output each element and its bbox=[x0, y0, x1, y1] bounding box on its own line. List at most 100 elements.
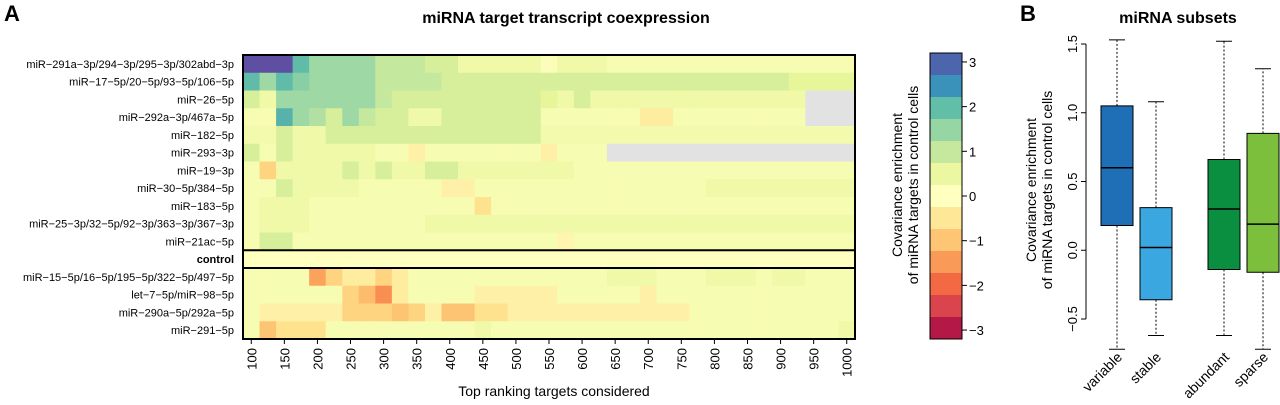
heatmap-cell bbox=[507, 179, 525, 198]
heatmap-cell bbox=[540, 250, 558, 269]
heatmap-cell bbox=[755, 214, 773, 234]
heatmap-cell bbox=[656, 232, 674, 251]
heatmap-cell bbox=[739, 232, 757, 251]
heatmap-cell bbox=[722, 126, 740, 145]
y-tick-label: 1.5 bbox=[1065, 35, 1080, 53]
heatmap-cell bbox=[358, 143, 376, 163]
heatmap-cell bbox=[276, 303, 294, 322]
heatmap-cell bbox=[739, 197, 757, 216]
heatmap-cell bbox=[689, 250, 707, 269]
heatmap-cell bbox=[391, 303, 409, 322]
heatmap-cell bbox=[639, 214, 658, 234]
heatmap-cell bbox=[309, 268, 327, 287]
heatmap-cell bbox=[573, 250, 591, 269]
heatmap-cell bbox=[292, 126, 310, 145]
heatmap-cell bbox=[243, 285, 261, 305]
colorbar-swatch bbox=[930, 75, 962, 98]
heatmap-cell bbox=[788, 143, 806, 163]
heatmap-cell bbox=[755, 161, 773, 180]
row-label: miR−21ac−5p bbox=[166, 236, 235, 248]
heatmap-cell bbox=[259, 232, 277, 251]
heatmap-cell bbox=[408, 55, 426, 74]
heatmap-cell bbox=[673, 250, 691, 269]
heatmap-cell bbox=[309, 214, 327, 234]
heatmap-cell bbox=[639, 321, 658, 340]
heatmap-cell bbox=[540, 108, 558, 127]
heatmap-cell bbox=[706, 161, 724, 180]
heatmap-cell bbox=[391, 197, 409, 216]
heatmap-cell bbox=[573, 90, 591, 109]
heatmap-cell bbox=[557, 161, 575, 180]
heatmap-cell bbox=[788, 303, 806, 322]
heatmap-cell bbox=[507, 250, 525, 269]
y-tick-label: 1.0 bbox=[1065, 104, 1080, 122]
heatmap-cell bbox=[276, 197, 294, 216]
heatmap-cell bbox=[706, 285, 724, 305]
heatmap-cell bbox=[623, 250, 641, 269]
heatmap-cell bbox=[590, 161, 608, 180]
heatmap-cell bbox=[573, 303, 591, 322]
heatmap-cell bbox=[573, 321, 591, 340]
heatmap-cell bbox=[474, 214, 492, 234]
heatmap-cell bbox=[458, 126, 476, 145]
row-label: miR−182−5p bbox=[171, 130, 234, 142]
heatmap-cell bbox=[243, 303, 261, 322]
heatmap-cell bbox=[606, 143, 625, 163]
colorbar-swatch bbox=[930, 251, 962, 274]
heatmap-cell bbox=[656, 321, 674, 340]
heatmap-cell bbox=[656, 143, 674, 163]
heatmap-cell bbox=[441, 321, 459, 340]
heatmap-cell bbox=[292, 90, 310, 109]
heatmap-cell bbox=[474, 108, 492, 127]
heatmap-cell bbox=[573, 161, 591, 180]
heatmap-cell bbox=[722, 268, 740, 287]
heatmap-cell bbox=[590, 250, 608, 269]
heatmap-cell bbox=[606, 214, 625, 234]
heatmap-cell bbox=[243, 214, 261, 234]
heatmap-cell bbox=[821, 143, 840, 163]
heatmap-cell bbox=[441, 143, 459, 163]
heatmap-cell bbox=[772, 285, 790, 305]
heatmap-cell bbox=[458, 161, 476, 180]
heatmap-cell bbox=[391, 232, 409, 251]
heatmap-cell bbox=[309, 161, 327, 180]
heatmap-cell bbox=[325, 303, 343, 322]
heatmap-row-labels: miR−291a−3p/294−3p/295−3p/302abd−3p miR−1… bbox=[23, 59, 234, 337]
heatmap-cell bbox=[706, 250, 724, 269]
heatmap-cell bbox=[474, 90, 492, 109]
heatmap-cell bbox=[788, 108, 806, 127]
colorbar-swatch bbox=[930, 273, 962, 296]
heatmap-cell bbox=[491, 250, 509, 269]
heatmap-cell bbox=[424, 108, 443, 127]
heatmap-cell bbox=[639, 126, 658, 145]
heatmap-cell bbox=[557, 126, 575, 145]
heatmap-cell bbox=[639, 232, 658, 251]
heatmap-cell bbox=[821, 303, 840, 322]
heatmap-cell bbox=[243, 108, 261, 127]
heatmap-cell bbox=[573, 55, 591, 74]
heatmap-cell bbox=[491, 108, 509, 127]
x-tick-label: 750 bbox=[674, 348, 689, 370]
x-tick-label: 1000 bbox=[840, 348, 855, 377]
heatmap-cell bbox=[507, 197, 525, 216]
heatmap-cell bbox=[292, 250, 310, 269]
heatmap-cell bbox=[755, 126, 773, 145]
row-label: let−7−5p/miR−98−5p bbox=[131, 290, 234, 302]
heatmap-cell bbox=[458, 321, 476, 340]
heatmap-cell bbox=[375, 72, 393, 92]
heatmap-cell bbox=[673, 143, 691, 163]
heatmap-cell bbox=[243, 161, 261, 180]
heatmap-cell bbox=[722, 197, 740, 216]
heatmap-cell bbox=[557, 55, 575, 74]
heatmap-cell bbox=[722, 161, 740, 180]
heatmap-cell bbox=[706, 126, 724, 145]
colorbar-tick-label: −2 bbox=[969, 278, 984, 293]
heatmap-cell bbox=[491, 72, 509, 92]
heatmap-cell bbox=[507, 90, 525, 109]
heatmap-cell bbox=[408, 232, 426, 251]
heatmap-cell bbox=[673, 303, 691, 322]
heatmap-cell bbox=[408, 126, 426, 145]
heatmap-cell bbox=[722, 214, 740, 234]
heatmap-cell bbox=[590, 321, 608, 340]
y-tick-label: 0.5 bbox=[1065, 172, 1080, 190]
